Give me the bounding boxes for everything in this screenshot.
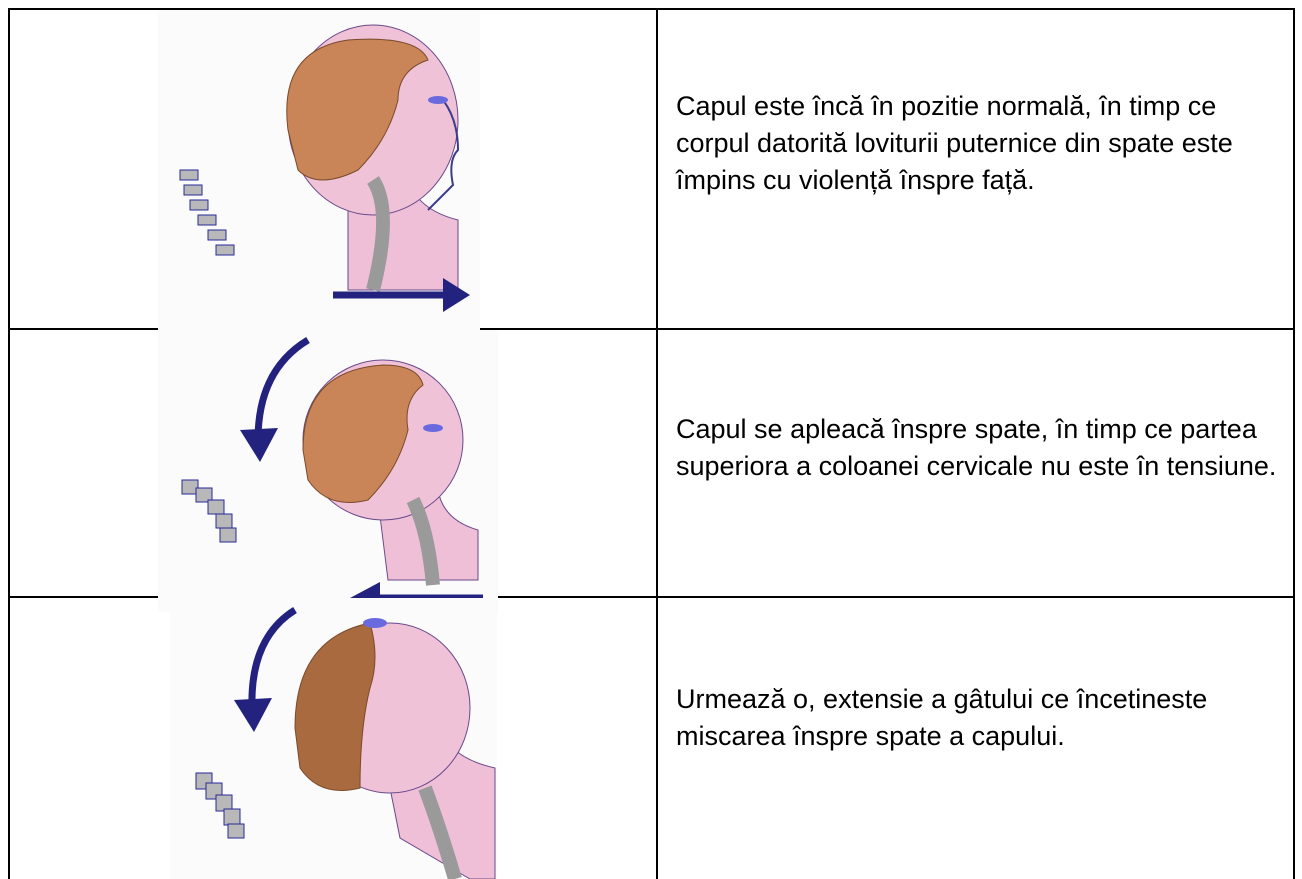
- column-divider: [656, 8, 658, 879]
- row-divider: [8, 596, 1295, 598]
- row-text: Capul este încă în pozitie normală, în t…: [676, 91, 1233, 195]
- illustration: [158, 330, 498, 612]
- row-text: Urmează o, extensie a gâtului ce încetin…: [676, 684, 1208, 751]
- table-border-left: [8, 8, 10, 879]
- row-divider: [8, 328, 1295, 330]
- illustration: [158, 10, 480, 330]
- row-text: Capul se apleacă înspre spate, în timp c…: [676, 414, 1277, 481]
- table-border-top: [8, 8, 1295, 10]
- illustration: [170, 598, 497, 879]
- table-border-right: [1293, 8, 1295, 879]
